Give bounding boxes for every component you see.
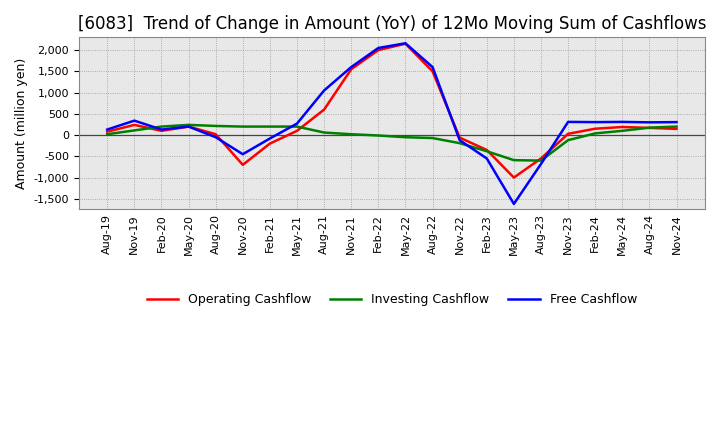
Operating Cashflow <box>428 69 437 74</box>
Operating Cashflow <box>103 129 112 134</box>
Investing Cashflow <box>374 133 382 138</box>
Title: [6083]  Trend of Change in Amount (YoY) of 12Mo Moving Sum of Cashflows: [6083] Trend of Change in Amount (YoY) o… <box>78 15 706 33</box>
Investing Cashflow <box>428 136 437 141</box>
Operating Cashflow <box>645 125 654 131</box>
Investing Cashflow <box>238 124 247 129</box>
Free Cashflow <box>293 121 302 126</box>
Operating Cashflow <box>482 147 491 153</box>
Investing Cashflow <box>591 131 600 136</box>
Line: Operating Cashflow: Operating Cashflow <box>107 44 677 178</box>
Free Cashflow <box>184 124 193 129</box>
Investing Cashflow <box>672 124 681 129</box>
Investing Cashflow <box>320 130 328 135</box>
Operating Cashflow <box>130 122 139 128</box>
Free Cashflow <box>238 151 247 157</box>
Investing Cashflow <box>455 140 464 146</box>
Investing Cashflow <box>212 123 220 128</box>
Free Cashflow <box>536 161 545 167</box>
Free Cashflow <box>266 136 274 141</box>
Free Cashflow <box>103 127 112 132</box>
Investing Cashflow <box>536 158 545 163</box>
Free Cashflow <box>401 40 410 46</box>
Operating Cashflow <box>591 126 600 132</box>
Operating Cashflow <box>320 107 328 112</box>
Operating Cashflow <box>347 66 356 72</box>
Free Cashflow <box>564 119 572 125</box>
Operating Cashflow <box>212 132 220 137</box>
Operating Cashflow <box>564 131 572 136</box>
Free Cashflow <box>212 135 220 140</box>
Free Cashflow <box>672 120 681 125</box>
Free Cashflow <box>428 64 437 70</box>
Operating Cashflow <box>672 126 681 132</box>
Investing Cashflow <box>564 138 572 143</box>
Line: Free Cashflow: Free Cashflow <box>107 43 677 204</box>
Operating Cashflow <box>618 125 626 130</box>
Investing Cashflow <box>184 122 193 128</box>
Investing Cashflow <box>347 132 356 137</box>
Investing Cashflow <box>130 128 139 133</box>
Investing Cashflow <box>645 125 654 130</box>
Operating Cashflow <box>293 128 302 133</box>
Y-axis label: Amount (million yen): Amount (million yen) <box>15 58 28 189</box>
Free Cashflow <box>618 119 626 125</box>
Legend: Operating Cashflow, Investing Cashflow, Free Cashflow: Operating Cashflow, Investing Cashflow, … <box>142 288 642 311</box>
Free Cashflow <box>347 64 356 70</box>
Free Cashflow <box>645 120 654 125</box>
Operating Cashflow <box>238 162 247 168</box>
Free Cashflow <box>510 201 518 206</box>
Operating Cashflow <box>184 124 193 129</box>
Free Cashflow <box>374 45 382 51</box>
Operating Cashflow <box>266 141 274 146</box>
Investing Cashflow <box>482 149 491 154</box>
Investing Cashflow <box>618 128 626 133</box>
Free Cashflow <box>130 118 139 123</box>
Operating Cashflow <box>510 175 518 180</box>
Investing Cashflow <box>510 158 518 163</box>
Line: Investing Cashflow: Investing Cashflow <box>107 125 677 161</box>
Free Cashflow <box>320 88 328 93</box>
Operating Cashflow <box>374 48 382 53</box>
Investing Cashflow <box>103 132 112 137</box>
Operating Cashflow <box>401 41 410 46</box>
Free Cashflow <box>482 156 491 161</box>
Investing Cashflow <box>157 124 166 129</box>
Free Cashflow <box>157 127 166 132</box>
Free Cashflow <box>455 138 464 143</box>
Operating Cashflow <box>455 135 464 140</box>
Investing Cashflow <box>293 124 302 129</box>
Investing Cashflow <box>401 135 410 140</box>
Investing Cashflow <box>266 124 274 129</box>
Operating Cashflow <box>536 156 545 161</box>
Operating Cashflow <box>157 128 166 133</box>
Free Cashflow <box>591 120 600 125</box>
